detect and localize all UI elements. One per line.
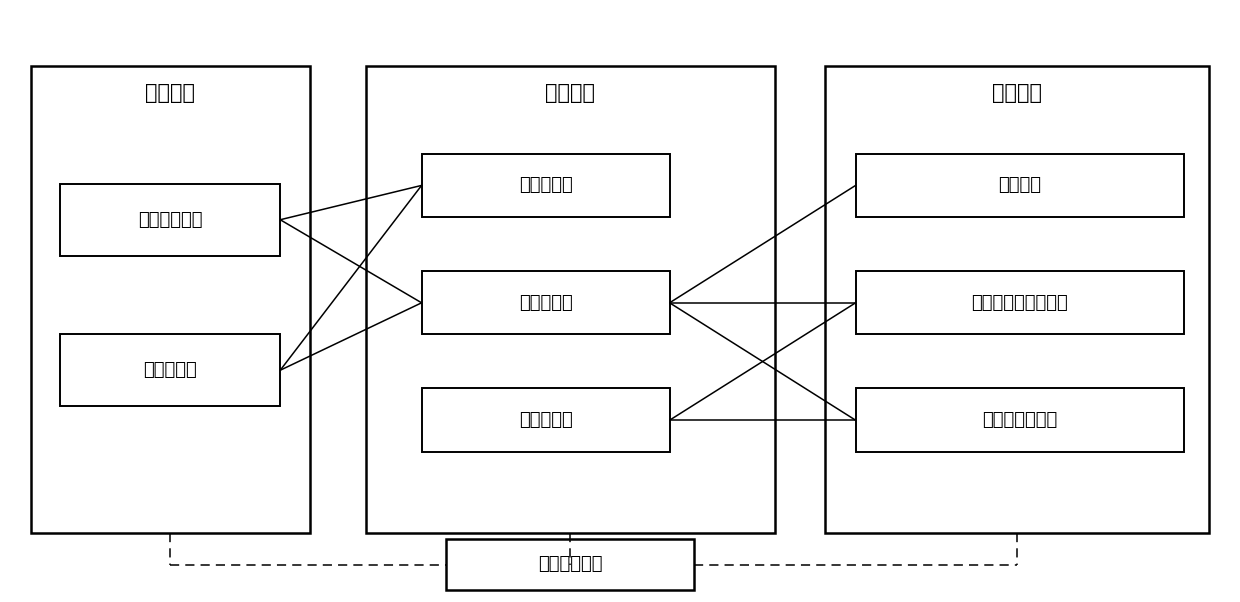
Bar (422, 271, 670, 334)
Text: 采集系统: 采集系统 (992, 83, 1042, 104)
Bar (825, 66, 1209, 533)
Text: 补光模块: 补光模块 (998, 176, 1042, 194)
Text: 同步控制卡: 同步控制卡 (518, 411, 573, 429)
Bar (856, 154, 1184, 217)
Bar (856, 388, 1184, 452)
Text: 可见光图像采集模块: 可见光图像采集模块 (971, 294, 1069, 311)
Bar (422, 388, 670, 452)
Bar (856, 271, 1184, 334)
Bar (60, 334, 280, 406)
Text: 激光测距模块: 激光测距模块 (138, 211, 202, 229)
Text: 采集工控机: 采集工控机 (518, 294, 573, 311)
Text: 定位系统: 定位系统 (145, 83, 195, 104)
Text: 独立供电系统: 独立供电系统 (538, 556, 603, 573)
Text: 主控工控机: 主控工控机 (518, 176, 573, 194)
Bar (366, 66, 775, 533)
Text: 测距轮模块: 测距轮模块 (143, 361, 197, 379)
Text: 控制系统: 控制系统 (546, 83, 595, 104)
Bar (446, 539, 694, 590)
Bar (422, 154, 670, 217)
Text: 红外热成像模块: 红外热成像模块 (982, 411, 1058, 429)
Bar (60, 184, 280, 256)
Bar (31, 66, 310, 533)
